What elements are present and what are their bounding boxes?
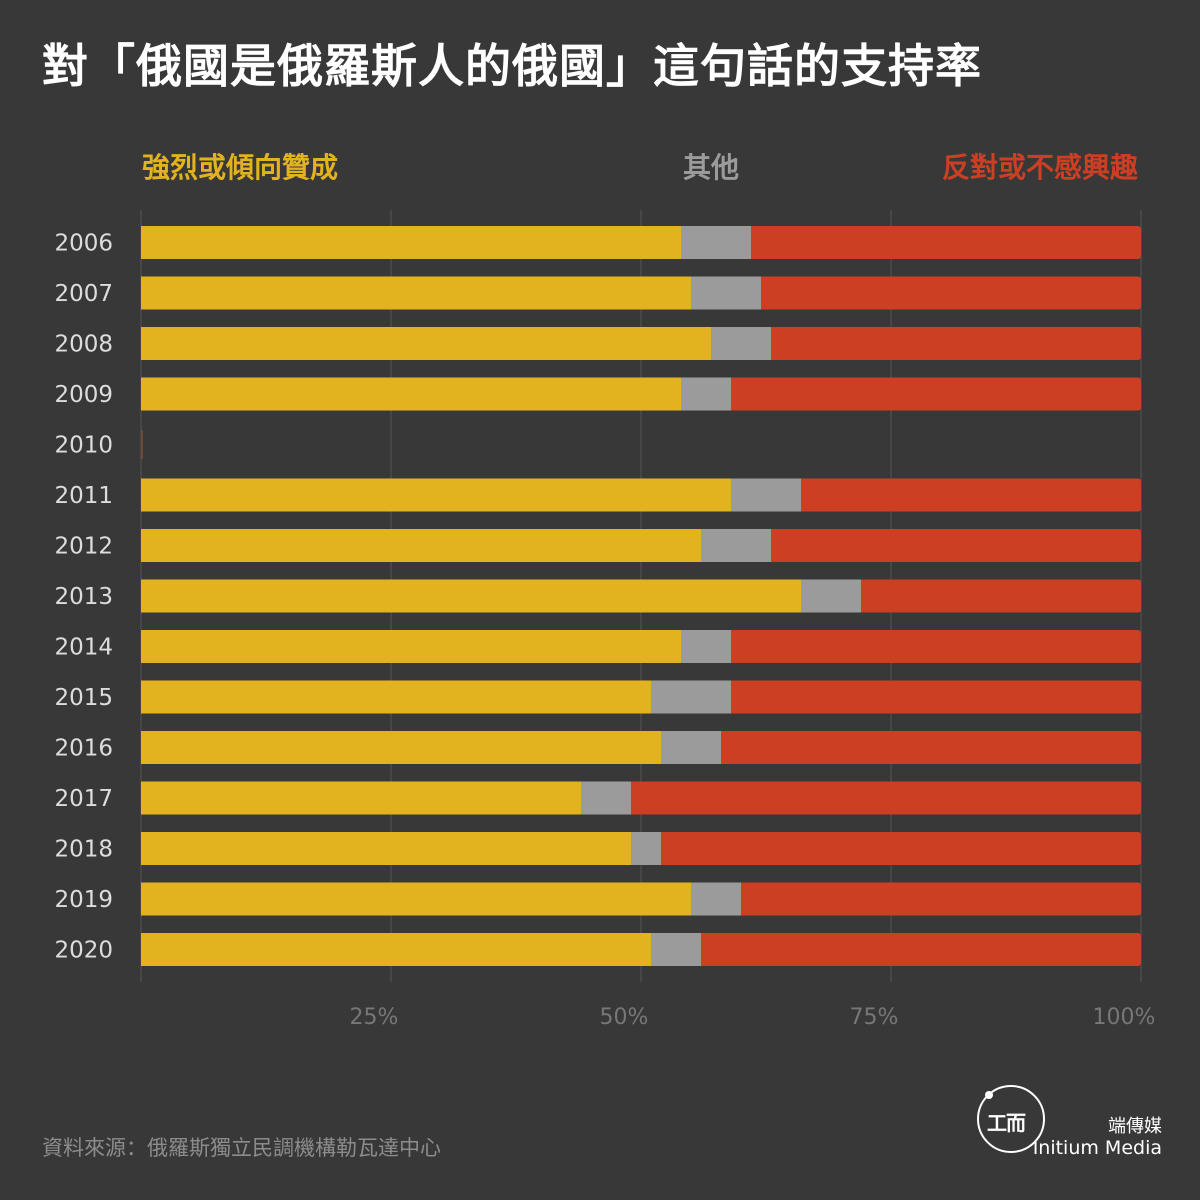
year-label: 2014 [54,635,113,661]
bar-segment-end [1133,781,1141,815]
bar-segment [681,226,751,259]
bar-segment [801,579,861,613]
bar-segment [801,478,1138,512]
chart-title: 對「俄國是俄羅斯人的俄國」這句話的支持率 [42,39,982,93]
bar-segment [681,377,731,411]
bar-segment [141,731,661,764]
bar-segment [141,832,631,865]
bar-segment [141,377,681,411]
bar-segment [681,630,731,663]
bar-segment-end [1133,377,1141,411]
year-label: 2016 [54,736,113,762]
bar-segment [141,781,581,815]
legend-support: 強烈或傾向贊成 [142,151,339,184]
bar-segment [661,832,1138,865]
source-note: 資料來源：俄羅斯獨立民調機構勒瓦達中心 [42,1136,441,1160]
bar-segment [141,630,681,663]
year-label: 2010 [54,433,113,459]
year-label: 2020 [54,938,113,964]
bar-segment [731,478,801,512]
bar-segment-end [1133,276,1141,310]
bar-segment-end [1133,529,1141,562]
initium-logo-icon: ⼯⽽ [977,1085,1045,1153]
legend-other: 其他 [683,151,740,184]
x-tick-label: 75% [850,1005,899,1030]
stacked-bar-chart: 25% 50% 75% 100% 2006 2007 2008 2009 2010 2011 201… [54,210,1156,1030]
bar-segment [701,933,1138,966]
bar-segment [731,630,1138,663]
year-label: 2015 [54,685,113,711]
bar-segment [741,882,1138,916]
bar-segment [141,478,731,512]
logo-glyph: ⼯⽽ [987,1111,1026,1135]
bar-segment-end [1133,630,1141,663]
x-tick-label: 25% [350,1005,399,1030]
bar-segment [141,680,651,714]
year-label: 2017 [54,786,113,812]
bar-segment [731,680,1138,714]
bar-segment-end [1133,933,1141,966]
bar-segment-end [1133,731,1141,764]
bar-segment-end [1133,882,1141,916]
bar-segment [701,529,771,562]
bar-segment [651,933,701,966]
bar-segment [141,579,801,613]
year-label: 2012 [54,534,113,560]
year-label: 2008 [54,332,113,358]
bar-segment [691,276,761,310]
bar-segment-end [1133,832,1141,865]
x-tick-label: 100% [1093,1005,1156,1030]
bar-segment [771,327,1138,360]
bar-segment [691,882,741,916]
bar-segment-end [1133,327,1141,360]
bar-segment [731,377,1138,411]
year-label: 2009 [54,382,113,408]
bar-segment [141,882,691,916]
bar-segment [141,276,691,310]
bar-segment [631,781,1138,815]
bar-segment [141,529,701,562]
bar-segment [861,579,1138,613]
year-label: 2013 [54,584,113,610]
bar-segment [751,226,1138,259]
bar-segment [651,680,731,714]
brand-name-cn: 端傳媒 [1108,1116,1162,1137]
legend-oppose: 反對或不感興趣 [941,151,1138,184]
bar-segment [631,832,661,865]
bar-segment-end [1133,680,1141,714]
bar-segment [141,226,681,259]
bar-segment [771,529,1138,562]
bar-segment [661,731,721,764]
logo-dot [985,1091,993,1099]
bar-segment [141,933,651,966]
year-label: 2018 [54,837,113,863]
year-label: 2011 [54,483,113,509]
bar-segment [721,731,1138,764]
brand-name-en: Initium Media [1032,1137,1162,1159]
bar-segment [141,327,711,360]
bar-segment-end [1133,226,1141,259]
bar-segment [581,781,631,815]
year-label: 2007 [54,281,113,307]
year-label: 2019 [54,887,113,913]
bar-segment [761,276,1138,310]
bar-segment [711,327,771,360]
bar-segment-end [1133,478,1141,512]
x-tick-label: 50% [600,1005,649,1030]
bar-segment-end [1133,579,1141,613]
year-label: 2006 [54,231,113,257]
